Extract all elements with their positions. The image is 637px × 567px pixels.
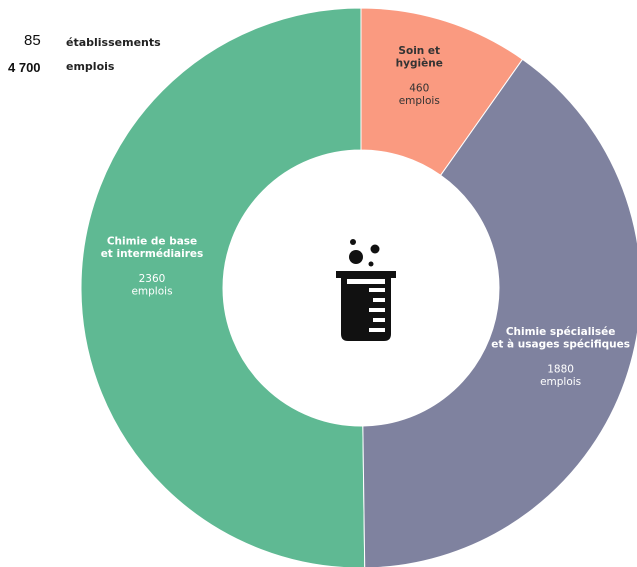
- segment-name-line: Chimie spécialisée: [506, 326, 616, 338]
- jobs-label: emplois: [66, 60, 115, 73]
- segment-name-line: et à usages spécifiques: [491, 338, 630, 350]
- segment-name-line: Chimie de base: [107, 235, 197, 247]
- establishments-count: 85: [24, 32, 41, 49]
- stats-panel: 85 établissements 4 700 emplois: [0, 0, 200, 90]
- segment-unit: emplois: [131, 285, 172, 297]
- segment-unit: emplois: [399, 95, 440, 107]
- segment-value: 460: [409, 82, 429, 94]
- segment-value: 1880: [547, 363, 574, 375]
- lab-beaker-icon: [336, 239, 396, 341]
- establishments-label: établissements: [66, 36, 161, 49]
- segment-unit: emplois: [540, 376, 581, 388]
- jobs-count: 4 700: [8, 60, 41, 75]
- segment-value: 2360: [139, 273, 166, 285]
- donut-segments: [80, 7, 637, 567]
- segment-name-line: hygiène: [396, 57, 443, 69]
- segment-name-line: Soin et: [398, 45, 440, 57]
- segment-name-line: et intermédiaires: [101, 248, 204, 260]
